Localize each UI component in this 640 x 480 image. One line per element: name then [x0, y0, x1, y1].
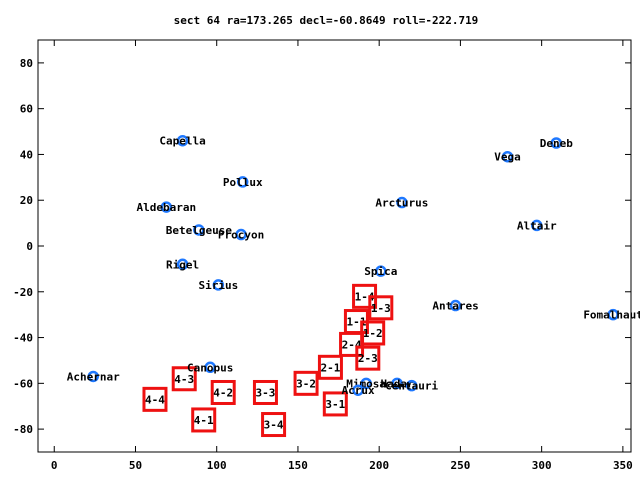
sector-label: 4-4 [145, 393, 165, 406]
star-marker [204, 361, 216, 374]
plot-frame [37, 39, 632, 453]
x-tick-label: 300 [532, 459, 552, 472]
sector-box [339, 331, 365, 357]
sector-label: 4-1 [194, 414, 214, 427]
x-tick-label: 250 [450, 459, 470, 472]
sector-box [191, 407, 217, 433]
star-label: Antares [432, 300, 478, 313]
sector-box [293, 370, 319, 396]
star-marker [449, 299, 462, 312]
star-marker [236, 176, 249, 188]
star-markers: Capella Deneb Vega Pollux Aldebaran Arcturus A… [67, 135, 640, 397]
sector-box [355, 345, 381, 371]
star-marker [375, 265, 387, 277]
star-marker [501, 150, 514, 163]
y-tick-label: -40 [13, 332, 33, 345]
star-label: Arcturus [375, 197, 428, 210]
star-label: Pollux [223, 176, 263, 189]
sector-label: 3-4 [264, 419, 284, 432]
star-label: Capella [159, 135, 205, 148]
y-tick-label: -80 [13, 423, 33, 436]
star-marker [176, 258, 189, 271]
sector-label: 1-2 [363, 327, 383, 340]
x-tick-label: 50 [129, 459, 142, 472]
y-tick-label: -20 [13, 286, 33, 299]
sector-box [261, 412, 287, 438]
sector-label: 3-2 [296, 377, 316, 390]
x-tick-label: 100 [207, 459, 227, 472]
x-tick-label: 150 [288, 459, 308, 472]
sector-label: 2-3 [358, 352, 378, 365]
star-marker [391, 377, 403, 390]
star-label: Altair [517, 219, 557, 232]
star-marker [87, 370, 99, 383]
star-label: Achernar [67, 370, 120, 383]
y-tick-label: 80 [20, 57, 33, 70]
axis-ticks: 0 50 100 150 200 250 300 350 -80 -60 -40 -20 0 20 40 60… [13, 40, 633, 472]
star-marker [235, 228, 247, 241]
star-marker [193, 224, 205, 236]
sector-label: 4-3 [174, 373, 194, 386]
sector-label: 2-4 [342, 338, 362, 351]
star-label: Deneb [540, 137, 573, 150]
star-label: Centauri [385, 380, 438, 393]
sector-box [368, 295, 394, 321]
star-label: Procyon [218, 229, 264, 242]
x-tick-label: 200 [369, 459, 389, 472]
sector-label: 1-3 [371, 302, 391, 315]
star-label: Rigel [166, 258, 199, 271]
sector-label: 3-3 [256, 386, 276, 399]
star-marker [212, 279, 225, 291]
star-marker [396, 196, 408, 209]
star-label: Spica [364, 265, 397, 278]
y-tick-label: 60 [20, 103, 33, 116]
star-label: Canopus [187, 361, 233, 374]
star-marker [405, 379, 418, 392]
star-marker [160, 201, 173, 213]
sector-box [171, 366, 197, 392]
sector-label: 3-1 [325, 398, 345, 411]
star-marker [176, 134, 189, 147]
star-label: Sirius [198, 279, 238, 292]
star-label: Acrux [341, 384, 374, 397]
sector-box [210, 379, 236, 405]
y-tick-label: -60 [13, 377, 33, 390]
x-tick-label: 350 [613, 459, 633, 472]
star-label: Aldebaran [137, 201, 197, 214]
star-marker [607, 308, 619, 321]
star-label: Hadar [380, 377, 413, 390]
star-marker [360, 377, 372, 390]
star-label: Betelgeuse [166, 224, 233, 237]
star-label: Vega [494, 151, 521, 164]
sector-box [142, 386, 168, 412]
star-marker [352, 384, 364, 396]
y-tick-label: 40 [20, 148, 33, 161]
sector-box [317, 354, 343, 380]
sector-label: 2-1 [321, 361, 341, 374]
sector-markers: 1-41-31-11-22-42-32-13-23-33-43-14-34-24… [142, 283, 394, 438]
star-marker [531, 219, 543, 232]
star-marker [550, 137, 563, 149]
star-label: Fomalhaut [583, 309, 640, 322]
x-tick-label: 0 [51, 459, 58, 472]
sector-label: 4-2 [213, 386, 233, 399]
sector-box [322, 391, 348, 417]
chart-title: sect 64 ra=173.265 decl=-60.8649 roll=-2… [174, 14, 479, 27]
sector-box [252, 379, 278, 405]
y-tick-label: 0 [26, 240, 33, 253]
y-tick-label: 20 [20, 194, 33, 207]
